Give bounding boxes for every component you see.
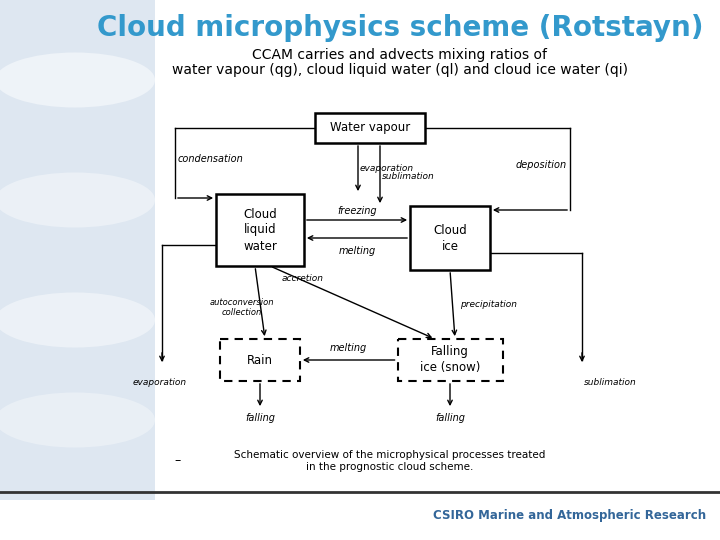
Bar [410,206,490,270]
Text: evaporation: evaporation [133,378,187,387]
Bar [397,339,503,381]
Text: in the prognostic cloud scheme.: in the prognostic cloud scheme. [306,462,474,472]
Text: accretion: accretion [282,274,324,283]
Text: autoconversion
collection: autoconversion collection [210,298,274,317]
Text: Schematic overview of the microphysical processes treated: Schematic overview of the microphysical … [234,450,546,460]
Text: evaporation: evaporation [360,164,414,173]
Text: condensation: condensation [178,154,244,164]
Text: precipitation: precipitation [460,300,517,309]
Ellipse shape [0,172,155,227]
Bar [220,339,300,381]
Text: Cloud microphysics scheme (Rotstayn): Cloud microphysics scheme (Rotstayn) [96,14,703,42]
Text: sublimation: sublimation [584,378,636,387]
Text: water vapour (qg), cloud liquid water (ql) and cloud ice water (qi): water vapour (qg), cloud liquid water (q… [172,63,628,77]
Text: Rain: Rain [247,354,273,367]
Bar [216,194,304,266]
Text: Falling
ice (snow): Falling ice (snow) [420,346,480,375]
Text: –: – [175,455,181,468]
Text: falling: falling [245,413,275,423]
Text: Water vapour: Water vapour [330,122,410,134]
Ellipse shape [0,52,155,107]
Text: melting: melting [330,343,367,353]
Bar [315,113,425,143]
Text: freezing: freezing [337,206,377,216]
Ellipse shape [0,393,155,448]
Text: CCAM carries and advects mixing ratios of: CCAM carries and advects mixing ratios o… [253,48,547,62]
Text: deposition: deposition [516,160,567,170]
Ellipse shape [0,293,155,348]
Text: melting: melting [338,246,376,256]
Text: Cloud
ice: Cloud ice [433,224,467,253]
Text: falling: falling [435,413,465,423]
Text: Cloud
liquid
water: Cloud liquid water [243,207,277,253]
Text: sublimation: sublimation [382,172,435,181]
Bar [0,0,155,500]
Text: CSIRO Marine and Atmospheric Research: CSIRO Marine and Atmospheric Research [433,510,706,523]
